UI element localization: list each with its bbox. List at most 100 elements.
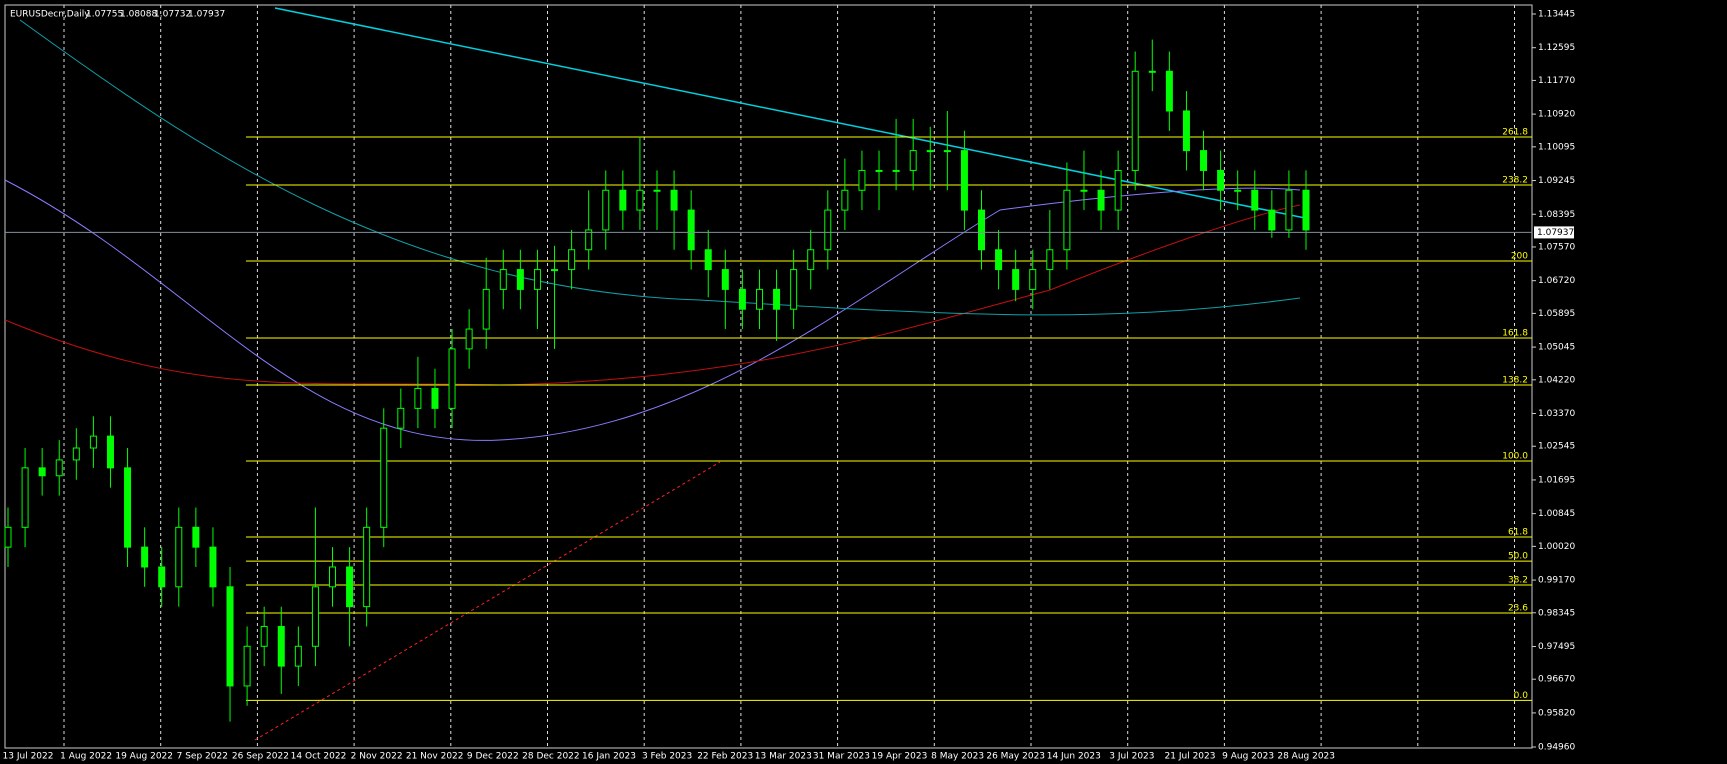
x-tick-label: 21 Nov 2022: [406, 752, 464, 762]
candle-body: [841, 189, 849, 211]
candle-body: [1012, 269, 1020, 290]
y-tick-label: 1.01695: [1538, 475, 1575, 485]
candle-body: [21, 467, 29, 528]
candle-body: [1029, 269, 1037, 290]
fib-label: 23.6: [1508, 604, 1528, 614]
candle-body: [380, 427, 388, 528]
y-tick-label: 0.94960: [1538, 743, 1575, 753]
candle-body: [192, 526, 200, 548]
y-tick-label: 1.05045: [1538, 343, 1575, 353]
candle-body: [482, 288, 490, 330]
candle-body: [1200, 150, 1208, 171]
y-tick-label: 1.06720: [1538, 276, 1575, 286]
moving-average: [4, 204, 1301, 386]
candle-body: [978, 209, 985, 251]
y-tick-label: 1.05895: [1538, 309, 1575, 319]
fib-label: 61.8: [1508, 528, 1528, 538]
candle-body: [551, 269, 559, 272]
y-tick-label: 1.10920: [1538, 110, 1575, 120]
candle-body: [329, 566, 336, 588]
y-tick-label: 1.10095: [1538, 142, 1575, 152]
candle-body: [636, 189, 644, 211]
candle-body: [602, 189, 610, 231]
y-tick-label: 1.04220: [1538, 375, 1575, 385]
candle-body: [960, 150, 968, 211]
candle-body: [346, 566, 354, 608]
candle-body: [1182, 110, 1190, 152]
candle-body: [858, 169, 866, 191]
candle-body: [516, 269, 524, 290]
candle-body: [790, 269, 798, 310]
y-tick-label: 1.03370: [1538, 409, 1575, 419]
candle-body: [4, 526, 12, 548]
candle-body: [209, 546, 217, 588]
candle-body: [1285, 189, 1293, 231]
candle-body: [106, 435, 114, 469]
candle-body: [141, 546, 149, 568]
x-tick-label: 8 May 2023: [931, 752, 984, 762]
fib-label: 161.8: [1502, 329, 1528, 339]
y-tick-label: 1.08395: [1538, 210, 1575, 220]
y-tick-label: 1.09245: [1538, 176, 1575, 186]
grid: [63, 5, 1515, 748]
price-axis: 1.13445 1.12595 1.11770 1.10920 1.10095 1.092…: [3, 10, 1576, 762]
x-tick-label: 9 Aug 2023: [1222, 752, 1274, 762]
candle-body: [1114, 169, 1122, 211]
x-tick-label: 22 Feb 2023: [697, 752, 753, 762]
candle-body: [704, 249, 712, 271]
candle-body: [892, 169, 900, 172]
x-tick-label: 26 May 2023: [986, 752, 1045, 762]
candle-body: [1268, 209, 1276, 231]
x-tick-label: 19 Aug 2022: [115, 752, 173, 762]
candle-body: [72, 447, 80, 461]
candle-body: [175, 526, 183, 588]
x-tick-label: 26 Sep 2022: [232, 752, 289, 762]
y-tick-label: 1.13445: [1538, 10, 1575, 20]
x-tick-label: 14 Jun 2023: [1047, 752, 1101, 762]
trend-line: [254, 461, 721, 741]
candle-body: [1046, 249, 1054, 271]
y-tick-label: 1.00845: [1538, 509, 1575, 519]
y-tick-label: 1.02545: [1538, 442, 1575, 452]
x-tick-label: 13 Mar 2023: [755, 752, 812, 762]
x-tick-label: 28 Aug 2023: [1277, 752, 1335, 762]
candle-body: [397, 407, 405, 429]
moving-average: [4, 179, 1301, 441]
candle-body: [585, 229, 593, 251]
candle-body: [909, 150, 917, 171]
fib-label: 0.0: [1514, 691, 1529, 701]
candle-body: [226, 586, 234, 687]
candle-body: [55, 459, 63, 477]
candle-body: [568, 249, 576, 271]
ohlc-low: 1.07732: [154, 10, 191, 20]
x-tick-label: 3 Jul 2023: [1109, 752, 1154, 762]
candle-body: [1217, 169, 1225, 191]
x-tick-label: 21 Jul 2023: [1165, 752, 1216, 762]
symbol: EURUSDecn,Daily: [10, 10, 90, 20]
candle-body: [1063, 189, 1071, 251]
fibonacci: 261.8 238.2 200 161.8 138.2 100.0 61.8 50.0 38.2…: [246, 128, 1532, 701]
x-tick-label: 28 Dec 2022: [522, 752, 580, 762]
y-tick-label: 0.96670: [1538, 675, 1575, 685]
candle-body: [1131, 70, 1139, 171]
y-tick-label: 0.95820: [1538, 708, 1575, 718]
x-tick-label: 7 Sep 2022: [177, 752, 228, 762]
y-tick-label: 1.12595: [1538, 43, 1575, 53]
x-tick-label: 14 Oct 2022: [291, 752, 347, 762]
candle-body: [465, 328, 473, 350]
candle-body: [619, 189, 627, 211]
candle-body: [1234, 189, 1242, 192]
candle-body: [499, 269, 507, 290]
candle-body: [124, 467, 132, 548]
y-tick-label: 1.00020: [1538, 542, 1575, 552]
candle-body: [431, 388, 439, 409]
candle-body: [243, 645, 251, 687]
candle-body: [653, 189, 661, 192]
candle-body: [926, 150, 934, 153]
candle-body: [1165, 70, 1173, 112]
candle-body: [363, 526, 371, 608]
x-tick-label: 2 Nov 2022: [351, 752, 403, 762]
y-tick-label: 0.98345: [1538, 608, 1575, 618]
y-tick-label: 0.99170: [1538, 576, 1575, 586]
